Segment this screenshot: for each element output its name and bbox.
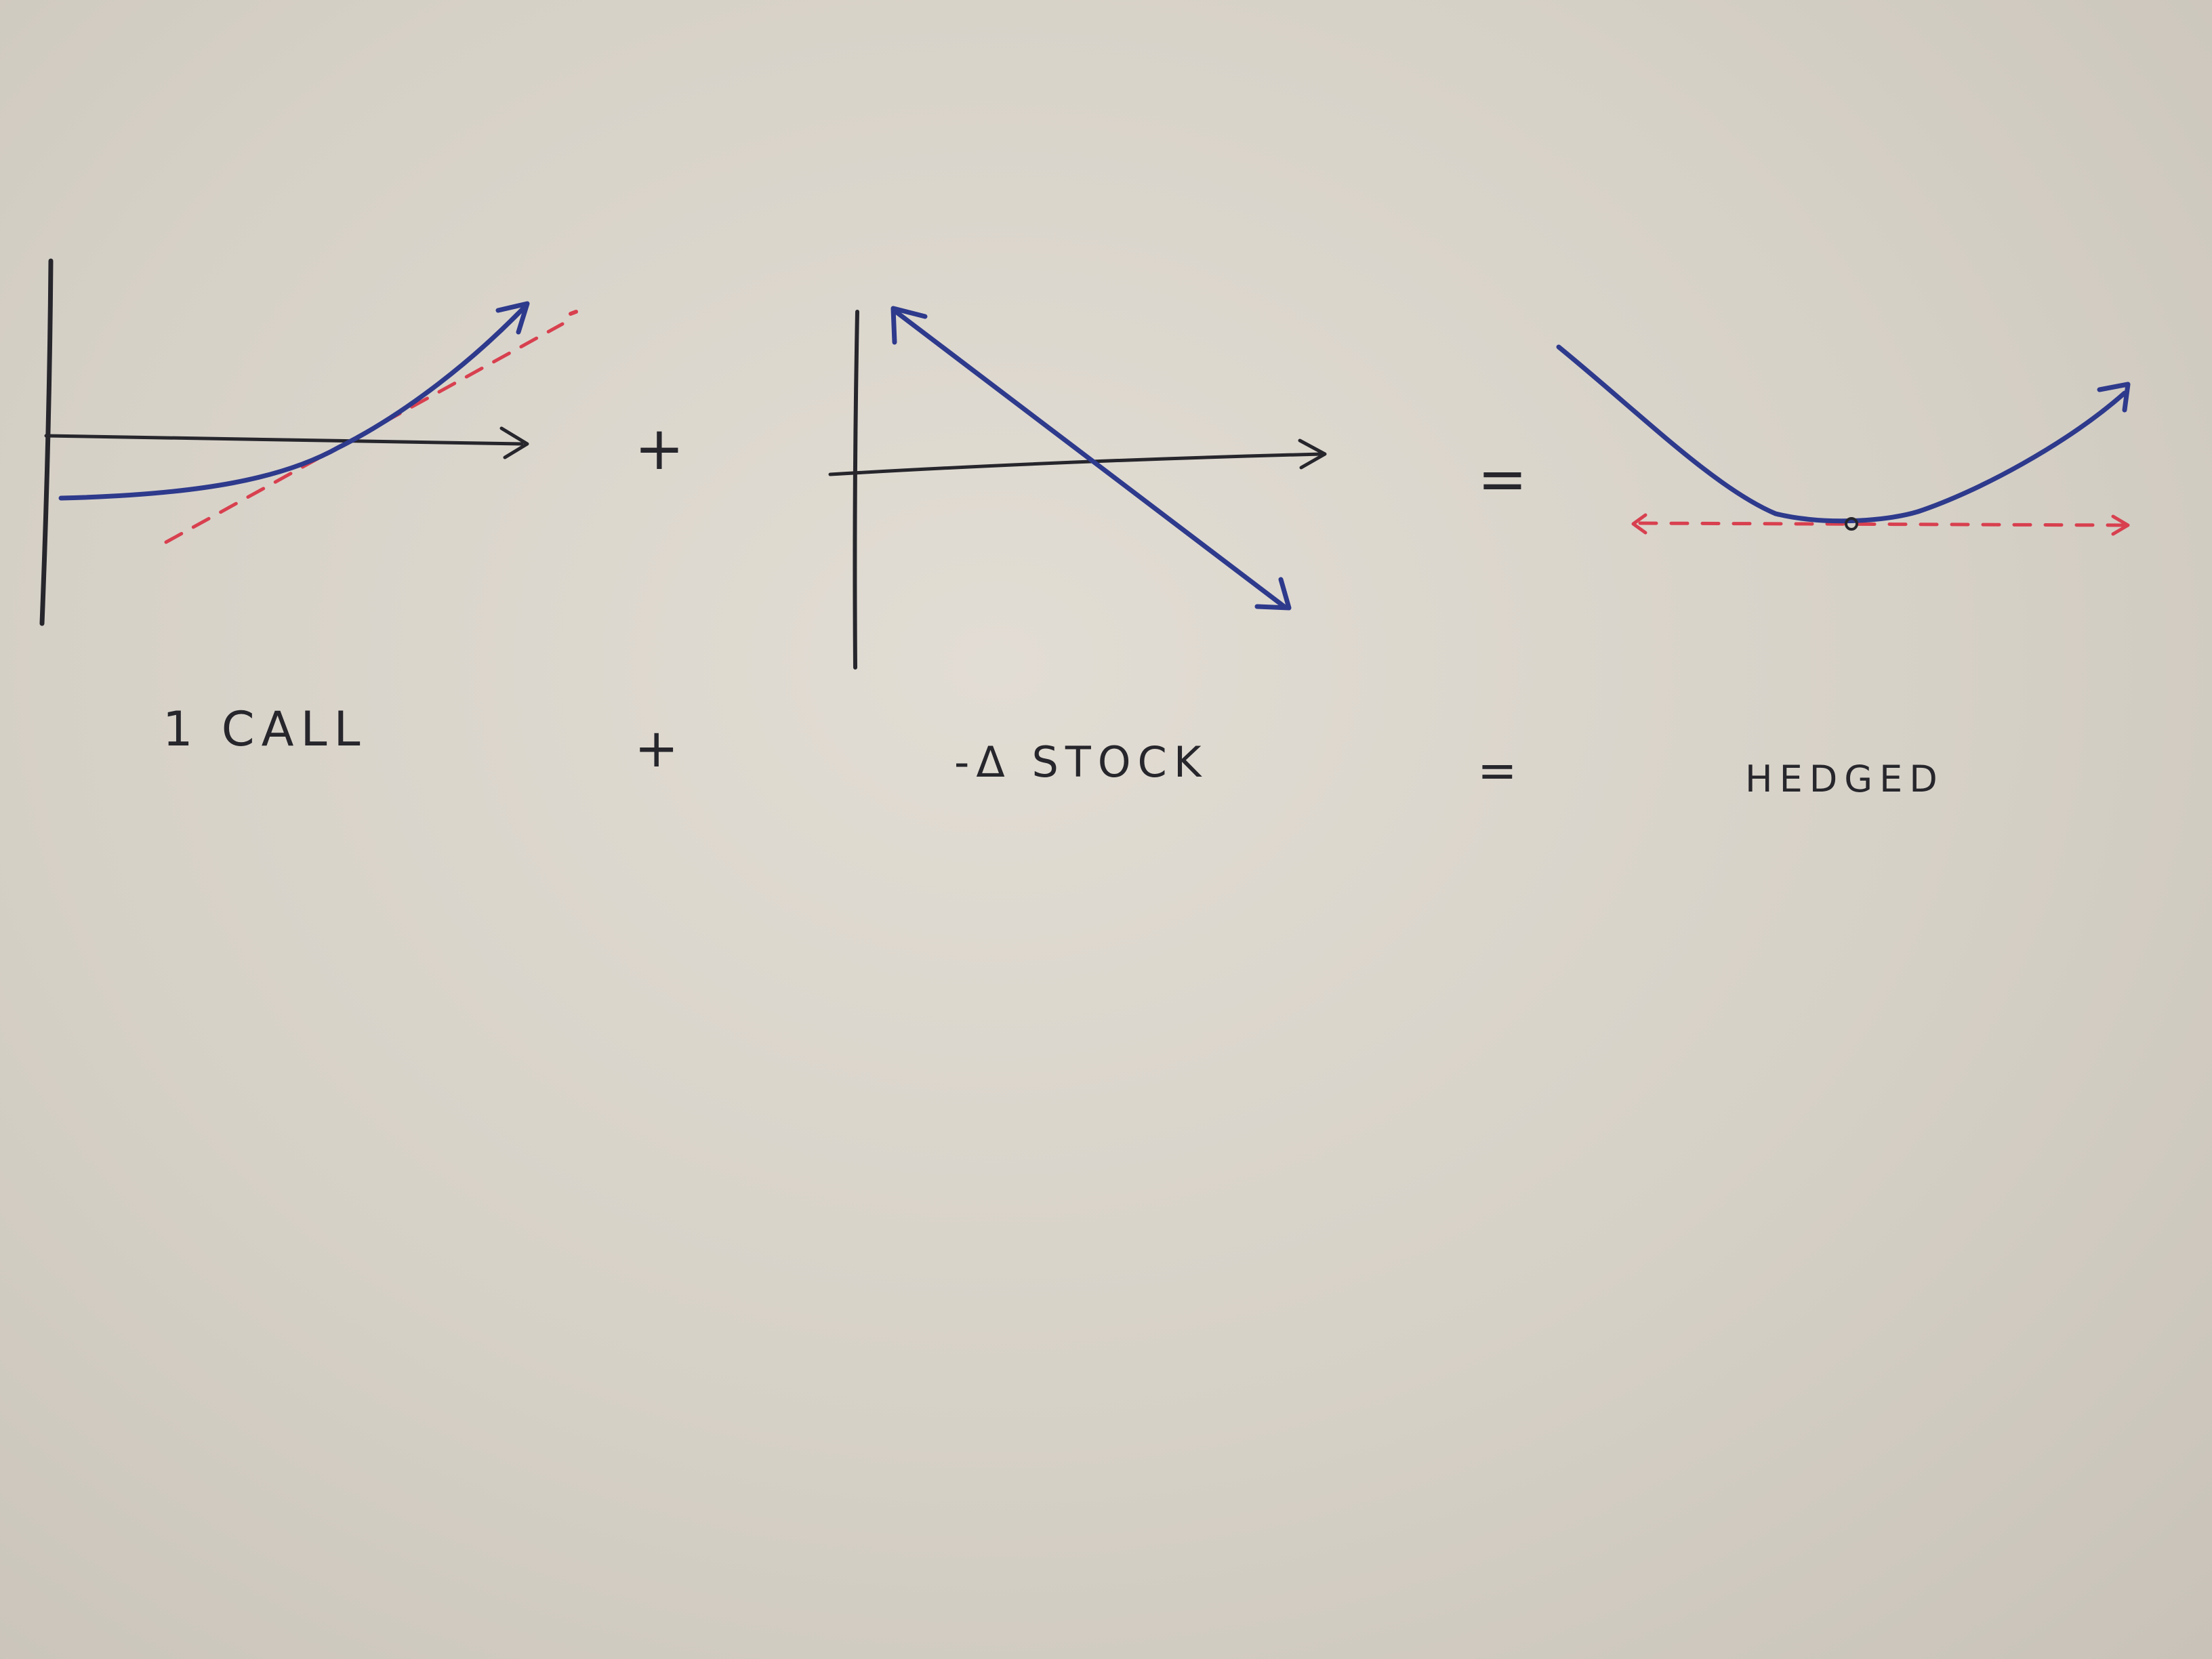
label-minus-delta-stock: -Δ STOCK [954,737,1208,787]
label-1-call: 1 CALL [163,701,367,757]
call-y-axis [39,258,54,626]
stock-panel [828,306,1327,670]
plus-sign-bottom: + [634,718,679,779]
stock-y-axis [853,310,859,670]
call-curve-arrowhead [495,301,530,335]
call-payoff-curve [58,304,528,501]
call-x-axis-arrowhead [499,426,529,459]
call-x-axis [44,434,524,446]
hedged-zero-line-right-arrowhead [2111,514,2130,536]
hedged-curve-arrowhead [2097,382,2131,413]
call-mark [569,310,578,316]
plus-sign-top: + [634,413,684,483]
equals-sign-bottom: = [1477,743,1517,798]
stock-x-axis-arrowhead [1298,438,1327,470]
hedged-payoff-curve [1556,344,2127,524]
hedged-zero-line-left-arrowhead [1631,513,1647,535]
stock-x-axis [828,452,1324,476]
hedged-panel [1556,344,2131,536]
hedged-minimum-point [1845,517,1858,531]
stock-payoff-line [893,309,1287,609]
call-panel [39,258,578,626]
equals-sign-top: = [1477,444,1528,514]
stock-line-top-arrowhead [890,306,928,345]
hedged-zero-line [1638,521,2127,527]
stock-line-bottom-arrowhead [1254,577,1292,611]
label-hedged: HEDGED [1745,758,1944,800]
